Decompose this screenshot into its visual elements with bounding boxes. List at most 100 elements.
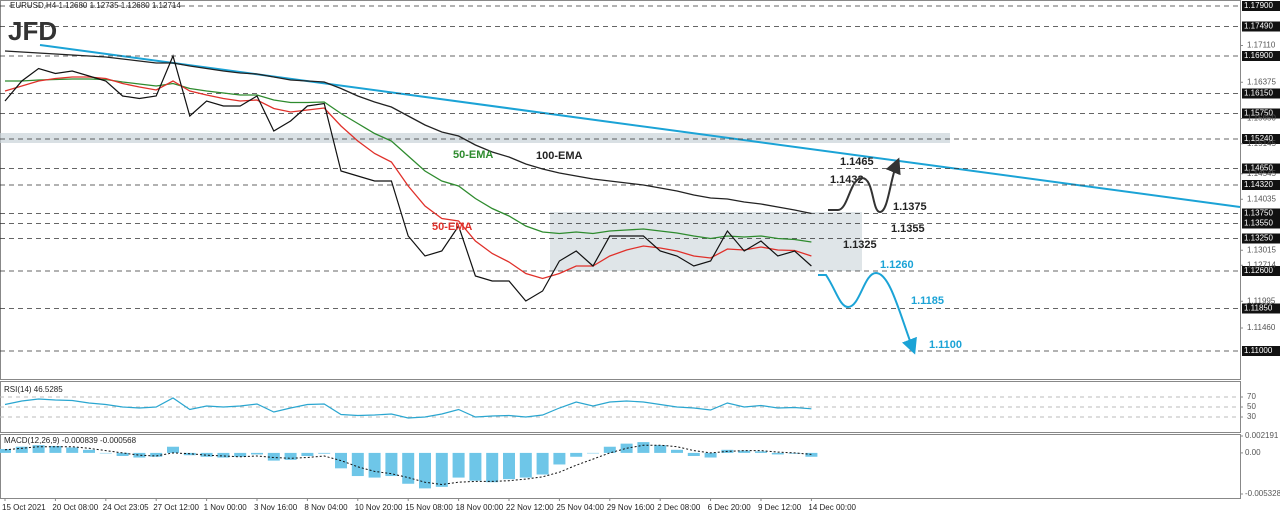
- macd-bar: [671, 449, 683, 453]
- x-tick-label: 15 Nov 08:00: [405, 503, 453, 512]
- macd-bar: [587, 452, 599, 454]
- macd-bar: [603, 446, 616, 453]
- level-tag: [1242, 0, 1280, 11]
- level-tag: [1242, 134, 1280, 144]
- line-series: [4, 397, 812, 419]
- y-tick-label: -0.005328: [1245, 489, 1280, 498]
- resistance-zone: [0, 133, 950, 143]
- ema-label: 100-EMA: [536, 150, 583, 162]
- macd-bar: [486, 452, 499, 483]
- level-label: 1.13750: [1244, 209, 1273, 218]
- macd-bar: [385, 452, 398, 477]
- annotation: 1.1325: [843, 239, 877, 251]
- macd-bar: [620, 443, 633, 453]
- x-tick-label: 18 Nov 00:00: [456, 503, 504, 512]
- x-tick-label: 2 Dec 08:00: [657, 503, 701, 512]
- y-tick-label: 1.14545: [1247, 169, 1276, 178]
- macd-bar: [704, 452, 717, 458]
- rsi-header: RSI(14) 46.5285: [4, 385, 63, 394]
- macd-bar: [150, 452, 163, 457]
- macd-bar: [805, 452, 818, 457]
- y-tick-label: 30: [1247, 412, 1256, 421]
- level-label: 1.15750: [1244, 109, 1273, 118]
- macd-bar: [267, 452, 280, 461]
- x-tick-label: 8 Nov 04:00: [304, 503, 348, 512]
- y-tick-label: 0.002191: [1245, 431, 1279, 440]
- macd-bar: [32, 445, 45, 453]
- x-tick-label: 29 Nov 16:00: [607, 503, 655, 512]
- annotation: 1.1260: [880, 259, 914, 271]
- x-tick-label: 27 Oct 12:00: [153, 503, 199, 512]
- ema-label: 50-EMA: [453, 149, 493, 161]
- level-tag: [1242, 88, 1280, 99]
- macd-bar: [637, 442, 650, 453]
- macd-bar: [452, 452, 465, 478]
- level-tag: [1242, 346, 1280, 356]
- level-label: 1.16900: [1244, 51, 1273, 60]
- macd-bar: [217, 452, 230, 458]
- macd-bar: [536, 452, 549, 475]
- price-panel: [0, 0, 1241, 380]
- x-tick-label: 20 Oct 08:00: [52, 503, 98, 512]
- line-series: [4, 76, 812, 280]
- macd-bar: [116, 452, 129, 456]
- y-tick-label: 1.15145: [1247, 139, 1276, 148]
- macd-bar: [368, 452, 381, 478]
- logo: JFD: [8, 16, 57, 46]
- y-tick-label: 1.14035: [1247, 194, 1276, 203]
- macd-bar: [570, 452, 583, 457]
- x-tick-label: 22 Nov 12:00: [506, 503, 554, 512]
- macd-bar: [66, 447, 79, 453]
- level-tag: [1242, 180, 1280, 190]
- macd-bar: [0, 449, 11, 453]
- level-tag: [1242, 208, 1280, 219]
- y-tick-label: 1.17110: [1247, 41, 1276, 50]
- level-label: 1.13550: [1244, 219, 1273, 228]
- level-label: 1.17490: [1244, 22, 1273, 31]
- trendline: [39, 44, 1241, 208]
- x-tick-label: 24 Oct 23:05: [103, 503, 149, 512]
- y-tick-label: 1.11460: [1247, 323, 1276, 332]
- level-tag: [1242, 108, 1280, 119]
- annotation: 1.1100: [929, 339, 962, 351]
- macd-bar: [234, 452, 247, 457]
- level-label: 1.11850: [1244, 304, 1273, 313]
- level-tag: [1242, 218, 1280, 229]
- ema-label: 50-EMA: [432, 221, 472, 233]
- y-tick-label: 1.16375: [1247, 77, 1276, 86]
- y-tick-label: 50: [1247, 402, 1256, 411]
- x-tick-label: 6 Dec 20:00: [708, 503, 752, 512]
- x-tick-label: 3 Nov 16:00: [254, 503, 298, 512]
- level-tag: [1242, 51, 1280, 61]
- macd-bar: [49, 445, 62, 453]
- macd-bar: [771, 452, 784, 455]
- y-tick-label: 1.11995: [1247, 296, 1276, 305]
- macd-bar: [654, 445, 667, 453]
- level-tag: [1242, 266, 1280, 276]
- level-label: 1.13250: [1244, 234, 1273, 243]
- annotation: 1.1185: [911, 295, 944, 307]
- macd-bar: [284, 452, 297, 460]
- macd-bar: [687, 452, 700, 456]
- macd-bar: [15, 446, 28, 453]
- macd-bar: [351, 452, 364, 477]
- level-tag: [1242, 303, 1280, 314]
- level-label: 1.17900: [1244, 1, 1273, 10]
- annotation: 1.1375: [893, 201, 927, 213]
- macd-bar: [419, 452, 431, 489]
- level-tag: [1242, 21, 1280, 32]
- x-tick-label: 25 Nov 04:00: [556, 503, 604, 512]
- macd-bar: [251, 452, 263, 455]
- y-tick-label: 70: [1247, 392, 1256, 401]
- level-label: 1.16150: [1244, 89, 1273, 98]
- macd-bar: [301, 452, 314, 456]
- macd-bar: [755, 451, 767, 453]
- level-tag: [1242, 163, 1280, 174]
- x-tick-label: 15 Oct 2021: [2, 503, 46, 512]
- level-label: 1.12600: [1244, 266, 1273, 275]
- x-tick-label: 10 Nov 20:00: [355, 503, 403, 512]
- macd-bar: [318, 452, 331, 454]
- macd-header: MACD(12,26,9) -0.000839 -0.000568: [4, 436, 137, 445]
